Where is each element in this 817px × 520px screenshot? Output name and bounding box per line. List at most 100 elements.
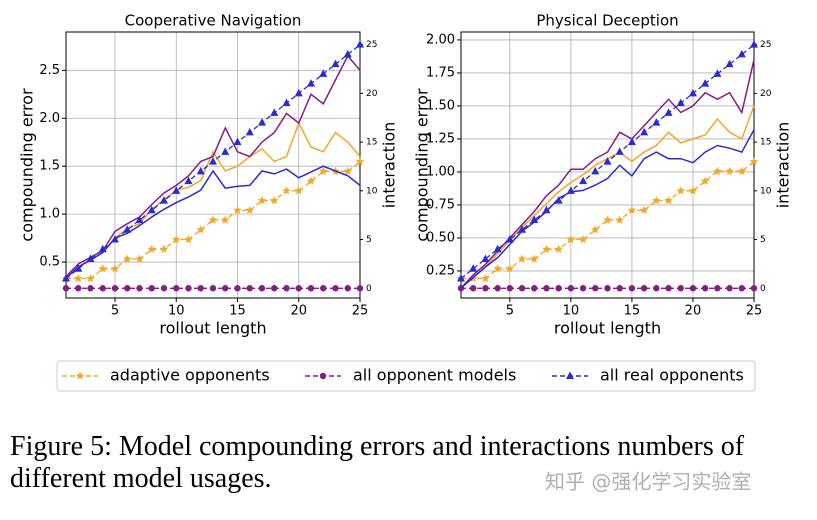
marker [591, 225, 600, 234]
marker [615, 147, 624, 155]
marker [197, 285, 204, 292]
x-tick-label: 10 [168, 304, 185, 319]
marker [677, 285, 684, 292]
x-axis-label: rollout length [159, 319, 266, 338]
y2-tick-label: 0 [366, 284, 372, 294]
marker [665, 285, 672, 292]
y2-tick-label: 20 [366, 89, 378, 99]
marker [542, 205, 551, 214]
marker [185, 285, 192, 292]
marker [111, 235, 119, 243]
marker [676, 186, 685, 195]
marker [653, 285, 660, 292]
marker [306, 176, 316, 185]
error-line [65, 54, 361, 277]
y-axis-label: compounding error [18, 88, 37, 242]
x-tick-label: 15 [624, 304, 641, 319]
marker [282, 98, 291, 107]
y-tick-label: 1.50 [426, 98, 455, 113]
marker [530, 215, 539, 224]
y2-tick-label: 5 [366, 235, 372, 245]
y2-tick-label: 10 [760, 186, 772, 196]
y2-tick-label: 10 [366, 186, 378, 196]
marker [233, 137, 242, 146]
marker [566, 235, 576, 244]
y-tick-label: 0.75 [426, 197, 455, 212]
marker [518, 225, 527, 233]
y-tick-label: 1.5 [39, 159, 60, 174]
marker [688, 88, 697, 97]
marker [320, 285, 327, 292]
marker [505, 235, 514, 243]
marker [86, 254, 95, 263]
chart-title: Cooperative Navigation [125, 12, 302, 30]
legend-label: all real opponents [600, 366, 744, 385]
chart: Cooperative Navigation 5 10 15 20 25 0.5 1.0 1.5… [18, 12, 399, 338]
y-tick-label: 2.0 [39, 111, 60, 126]
marker [245, 205, 254, 214]
marker [603, 157, 612, 165]
marker [356, 285, 364, 292]
marker [160, 196, 168, 204]
marker [615, 215, 624, 224]
marker [627, 205, 637, 214]
marker [62, 274, 70, 282]
marker [713, 166, 722, 175]
y-tick-label: 1.75 [426, 65, 455, 80]
y-tick-label: 0.25 [426, 263, 455, 278]
legend-marker [75, 371, 85, 380]
marker [579, 285, 587, 292]
marker [282, 186, 291, 195]
marker [173, 285, 180, 292]
marker [123, 225, 132, 233]
y2-tick-label: 15 [366, 138, 377, 148]
y2-tick-label: 25 [760, 40, 771, 50]
marker [319, 69, 328, 77]
marker [482, 285, 489, 292]
marker [111, 285, 119, 292]
marker [749, 157, 759, 166]
marker [688, 186, 698, 195]
marker [591, 166, 600, 175]
marker [258, 118, 266, 126]
marker [124, 285, 131, 292]
x-tick-label: 10 [563, 304, 580, 319]
marker [74, 274, 83, 283]
y-tick-label: 1.25 [426, 131, 455, 146]
marker [531, 285, 538, 292]
marker [603, 215, 612, 224]
marker [160, 285, 168, 292]
marker [245, 127, 254, 136]
marker [700, 176, 710, 185]
marker [196, 166, 205, 175]
marker [518, 285, 526, 292]
chart-title: Physical Deception [536, 12, 678, 30]
marker [270, 196, 279, 205]
marker [184, 176, 193, 185]
marker [221, 147, 230, 155]
marker [136, 285, 143, 292]
marker [737, 49, 746, 58]
marker [147, 244, 156, 253]
error-line [460, 105, 755, 289]
marker [159, 244, 169, 253]
marker [332, 285, 339, 292]
marker [222, 285, 229, 292]
marker [628, 285, 636, 292]
marker [123, 254, 132, 263]
marker [689, 285, 697, 292]
plot-frame [460, 31, 755, 299]
marker [566, 186, 575, 194]
marker [738, 285, 745, 292]
marker [750, 40, 758, 48]
marker [257, 196, 267, 205]
x-tick-label: 15 [229, 304, 246, 319]
marker [725, 59, 734, 68]
legend-marker [566, 371, 574, 379]
marker [701, 285, 709, 292]
y-tick-label: 2.5 [39, 63, 60, 78]
marker [184, 235, 193, 244]
plot-frame [65, 31, 361, 299]
marker [652, 196, 661, 205]
